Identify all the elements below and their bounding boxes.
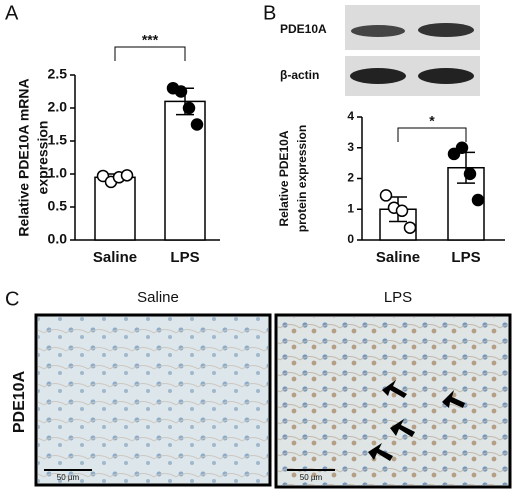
data-point xyxy=(403,221,417,234)
y-tick-label: 2 xyxy=(347,171,354,185)
blot-band xyxy=(351,25,405,37)
y-tick-label: 3 xyxy=(347,140,354,154)
panel-label: B xyxy=(263,2,276,24)
data-point xyxy=(463,167,477,181)
blot-label: PDE10A xyxy=(280,22,327,36)
micrograph-title: LPS xyxy=(384,289,412,306)
y-axis-label: Relative PDE10A xyxy=(277,130,291,226)
data-point xyxy=(471,193,485,207)
scale-label: 50 µm xyxy=(57,473,80,482)
x-tick-label: LPS xyxy=(170,249,199,266)
scale-label: 50 µm xyxy=(300,473,323,482)
blot-band xyxy=(418,23,474,37)
row-label: PDE10A xyxy=(11,370,28,433)
x-tick-label: Saline xyxy=(93,249,137,266)
y-tick-label: 2.0 xyxy=(48,99,68,115)
bar xyxy=(94,176,136,241)
significance-label: * xyxy=(429,113,435,129)
significance-bracket xyxy=(397,127,467,142)
data-point xyxy=(455,141,469,154)
data-point xyxy=(379,189,393,202)
y-tick-label: 2.5 xyxy=(48,66,68,82)
data-point xyxy=(447,147,461,161)
blot-band xyxy=(418,68,474,84)
panel-label: A xyxy=(5,2,19,24)
y-axis-label: expression xyxy=(35,121,51,195)
y-tick-label: 1.0 xyxy=(48,165,68,181)
significance-bracket xyxy=(114,46,186,61)
y-tick-label: 1 xyxy=(347,201,354,215)
data-point xyxy=(395,204,409,218)
x-tick-label: Saline xyxy=(376,249,420,266)
micrograph-title: Saline xyxy=(137,289,179,306)
micrograph-texture xyxy=(278,317,508,485)
significance-label: *** xyxy=(142,32,159,48)
blot-label: β-actin xyxy=(280,68,319,82)
micrograph-texture xyxy=(38,317,268,483)
x-tick-label: LPS xyxy=(451,249,480,266)
y-axis-label: protein expression xyxy=(295,125,309,232)
blot-band xyxy=(350,68,406,84)
y-tick-label: 0.0 xyxy=(48,231,68,247)
data-point xyxy=(190,118,204,131)
y-tick-label: 0.5 xyxy=(48,198,68,214)
data-point xyxy=(120,169,134,182)
arrows xyxy=(368,380,465,461)
data-point xyxy=(174,85,188,98)
data-point xyxy=(182,101,196,115)
y-tick-label: 0 xyxy=(347,232,354,246)
y-axis-label: Relative PDE10A mRNA xyxy=(16,78,32,236)
y-tick-label: 1.5 xyxy=(48,132,68,148)
panel-label: C xyxy=(5,288,19,310)
y-tick-label: 4 xyxy=(347,109,354,123)
